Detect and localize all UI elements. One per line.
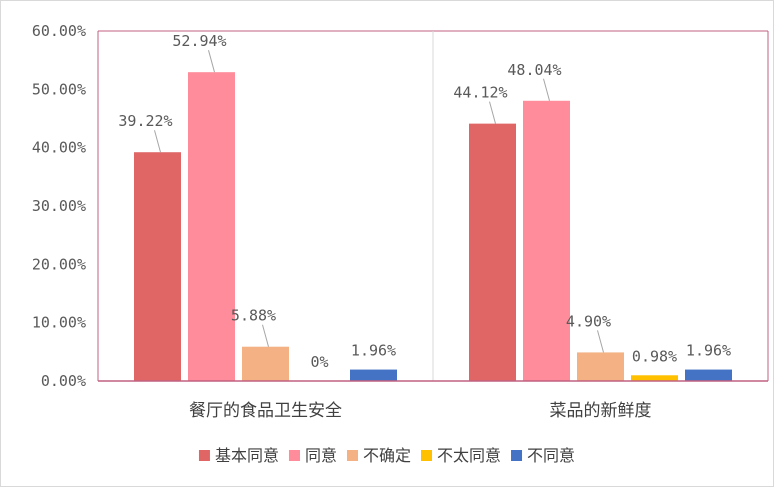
data-label: 52.94% [172,32,226,50]
leader-line [489,101,496,124]
legend-label: 不同意 [527,446,575,465]
leader-line [262,324,269,347]
y-tick-label: 60.00% [32,22,86,40]
category-labels: 餐厅的食品卫生安全 菜品的新鲜度 [189,401,652,421]
bar [577,352,624,381]
x-category-label: 菜品的新鲜度 [550,401,652,421]
bars [98,72,768,382]
legend-swatch [421,450,433,461]
leader-line [543,78,550,101]
legend-swatch [511,450,523,461]
legend-swatch [346,450,358,461]
legend-label: 不确定 [363,446,411,465]
y-axis-ticks: 0.00% 10.00% 20.00% 30.00% 40.00% 50.00% 60.00… [32,22,86,390]
bar [469,123,516,381]
leader-line [597,330,604,353]
data-label: 1.96% [686,342,731,360]
bar [523,100,570,382]
data-labels: 39.22% 52.94% 5.88% 0% 1.96% 44.12%48.04% 4.90… [118,32,731,371]
data-label: 44.12% [453,84,507,102]
y-tick-label: 0.00% [41,372,86,390]
data-label: 39.22% [118,112,172,130]
bar [685,369,732,381]
y-tick-label: 10.00% [32,314,86,332]
gridlines [97,30,769,381]
bar [631,375,678,381]
legend: 基本同意 同意 不确定 不太同意 不同意 [198,446,575,465]
leader-line [208,50,215,73]
legend-label: 同意 [305,446,337,465]
y-tick-label: 40.00% [32,139,86,157]
bar [242,346,289,381]
bar [188,72,235,381]
data-label: 5.88% [231,307,276,325]
x-category-label: 餐厅的食品卫生安全 [189,401,342,421]
y-tick-label: 50.00% [32,80,86,98]
y-tick-label: 20.00% [32,255,86,273]
bar [134,152,181,381]
data-label: 48.04% [507,61,561,79]
bar [350,369,397,381]
data-label: 0% [310,353,328,371]
leader-line [154,130,161,153]
legend-label: 基本同意 [215,446,279,465]
legend-swatch [288,450,300,461]
legend-label: 不太同意 [437,446,501,465]
y-tick-label: 30.00% [32,197,86,215]
data-label: 0.98% [632,347,677,365]
data-label: 4.90% [566,312,611,330]
legend-swatch [198,450,210,461]
data-label: 1.96% [351,342,396,360]
